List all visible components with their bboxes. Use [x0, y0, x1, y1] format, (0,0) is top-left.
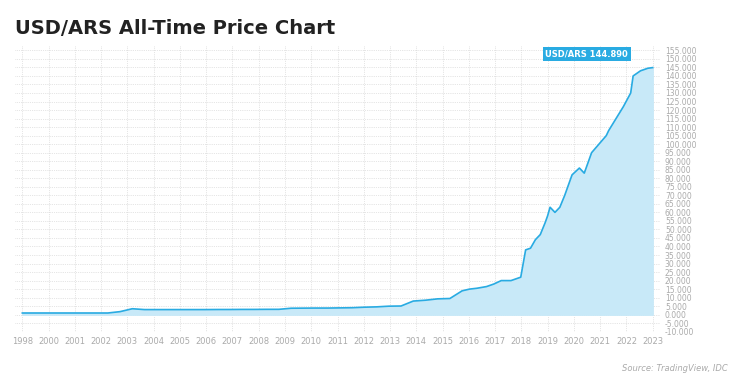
Text: USD/ARS 144.890: USD/ARS 144.890 [545, 49, 628, 58]
Text: Source: TradingView, IDC: Source: TradingView, IDC [622, 364, 728, 373]
Text: USD/ARS All-Time Price Chart: USD/ARS All-Time Price Chart [15, 19, 335, 38]
